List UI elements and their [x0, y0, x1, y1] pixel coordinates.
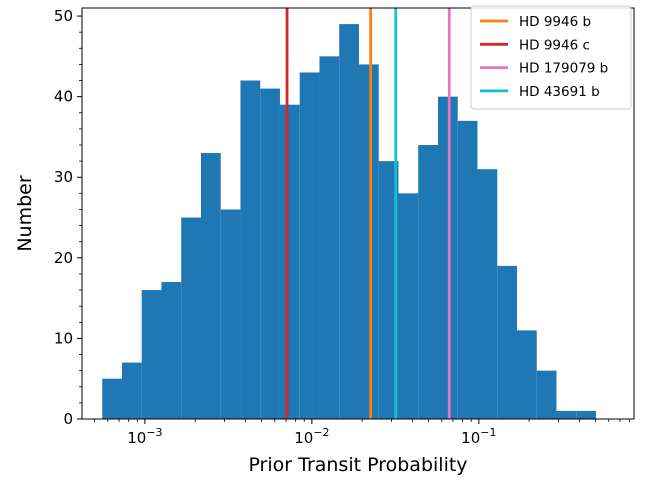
histogram-bar — [102, 378, 122, 419]
axis-ticks: 0 10 20 30 40 50 10−3 10−2 10−1 — [54, 7, 631, 447]
y-tick-label: 10 — [54, 329, 73, 347]
histogram-bar — [319, 56, 340, 420]
legend-label: HD 179079 b — [519, 61, 608, 77]
histogram-bar — [181, 217, 201, 419]
histogram-bar — [358, 64, 379, 419]
histogram-bar — [141, 290, 162, 419]
x-axis-title: Prior Transit Probability — [248, 454, 467, 476]
histogram-bar — [576, 410, 596, 419]
histogram-bar — [220, 209, 241, 419]
histogram-bar — [161, 282, 182, 419]
histogram-bar — [260, 88, 280, 420]
histogram-bar — [378, 161, 399, 419]
histogram-bar — [299, 72, 320, 420]
histogram-bar — [240, 80, 261, 419]
y-tick-label: 40 — [54, 88, 73, 106]
histogram-bar — [477, 169, 498, 419]
histogram-bar — [556, 410, 577, 419]
plot-frame — [81, 7, 635, 420]
y-axis-title: Number — [14, 175, 36, 252]
legend-label: HD 9946 c — [519, 37, 590, 53]
histogram-bar — [200, 153, 221, 419]
histogram-bar — [536, 370, 557, 419]
x-tick-label: 10−1 — [461, 426, 496, 447]
histogram-bars — [102, 24, 596, 420]
x-tick-label: 10−3 — [127, 426, 162, 447]
histogram-bar — [398, 193, 419, 419]
legend-label: HD 9946 b — [519, 14, 591, 30]
reference-lines — [285, 8, 451, 419]
histogram-bar — [497, 265, 517, 419]
y-tick-label: 20 — [54, 249, 73, 267]
histogram-bar — [279, 104, 300, 420]
y-tick-label: 50 — [54, 7, 73, 25]
histogram-bar — [121, 362, 142, 419]
histogram-bar — [339, 24, 359, 420]
histogram-bar — [516, 330, 537, 419]
y-tick-label: 0 — [63, 410, 73, 428]
y-tick-label: 30 — [54, 168, 73, 186]
x-tick-label: 10−2 — [294, 426, 329, 447]
histogram-bar — [418, 145, 438, 419]
histogram-bar — [457, 120, 478, 419]
legend-label: HD 43691 b — [519, 84, 600, 100]
legend: HD 9946 b HD 9946 c HD 179079 b HD 43691 b — [470, 5, 632, 110]
legend-box — [470, 5, 632, 110]
